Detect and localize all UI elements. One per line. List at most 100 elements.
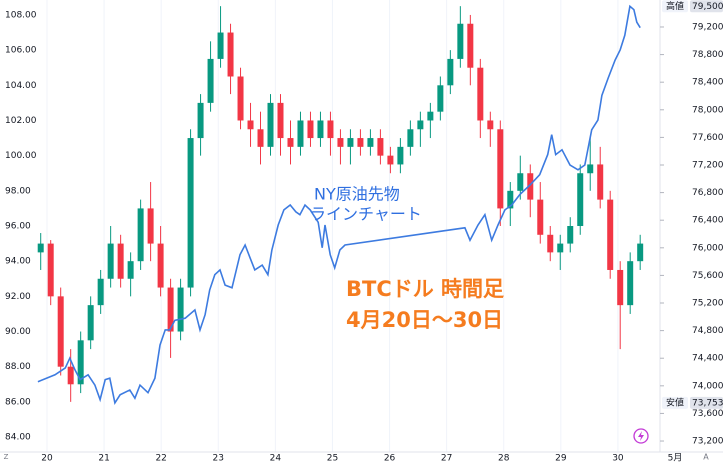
y2-tick-label: 73,200 (692, 437, 723, 447)
annotation: BTCドル 時間足 (346, 277, 504, 301)
y2-tick-label: 74,400 (692, 354, 723, 364)
candle-body (547, 234, 554, 253)
y-tick-label: 92.00 (5, 292, 31, 302)
y2-tick-label: 78,800 (692, 50, 723, 60)
candle-body (237, 76, 244, 121)
candle-body (317, 120, 324, 139)
candle-body (97, 278, 104, 306)
y2-tick-label: 75,200 (692, 299, 723, 309)
candle-body (287, 138, 294, 147)
candle-body (607, 199, 614, 270)
candle-body (497, 129, 504, 209)
candle-body (347, 138, 354, 147)
x-tick-label: 22 (155, 454, 166, 464)
candle-body (117, 243, 124, 279)
candle-body (417, 120, 424, 130)
candle-body (577, 173, 584, 226)
y2-tick-label: 77,200 (692, 160, 723, 170)
candle-body (67, 366, 74, 385)
candle-body (437, 85, 444, 112)
candle-body (377, 138, 384, 156)
y2-tick-label: 76,000 (692, 243, 723, 253)
y2-tick-label: 76,800 (692, 188, 723, 198)
candle-body (77, 340, 84, 385)
axis-button[interactable]: Z (4, 453, 9, 461)
x-tick-label: 5月 (668, 453, 683, 464)
candle-body (397, 146, 404, 165)
axes: 84.00 86.00 88.00 90.00 92.00 94.00 96.00 98.00… (5, 0, 723, 464)
candle-body (57, 296, 64, 367)
candle-body (217, 32, 224, 59)
candle-body (457, 23, 464, 59)
candle-body (207, 58, 214, 103)
y2-tick-label: 73,600 (692, 409, 723, 419)
candle-body (387, 155, 394, 165)
badge-value: 73,753 (692, 398, 723, 408)
y-tick-label: 88.00 (5, 362, 31, 372)
candle-body (637, 243, 644, 262)
y-tick-label: 108.00 (5, 10, 37, 20)
candle-body (137, 208, 144, 262)
candle-body (87, 305, 94, 341)
x-tick-label: 20 (41, 454, 53, 464)
candle-body (507, 190, 514, 209)
x-axis-panel (0, 452, 723, 464)
candle-body (307, 120, 314, 139)
candle-body (477, 67, 484, 121)
badge-label: 高値 (666, 0, 684, 12)
y-tick-label: 106.00 (5, 46, 37, 56)
candle-body (107, 243, 114, 279)
candle-body (427, 111, 434, 121)
candle-body (177, 287, 184, 332)
y2-tick-label: 77,600 (692, 133, 723, 143)
candle-body (157, 243, 164, 288)
candle-body (357, 138, 364, 147)
y-tick-label: 104.00 (5, 81, 37, 91)
x-tick-label: 29 (555, 454, 567, 464)
candle-body (147, 208, 154, 244)
candle-body (587, 164, 594, 174)
plot (37, 4, 644, 405)
x-tick-label: 30 (612, 454, 624, 464)
candle-body (597, 164, 604, 200)
annotation: ラインチャート (310, 205, 422, 224)
candle-body (527, 173, 534, 200)
candle-body (627, 261, 634, 306)
annotation: NY原油先物 (314, 185, 400, 204)
y-tick-label: 100.00 (5, 151, 37, 161)
candle-body (407, 129, 414, 147)
y-tick-label: 94.00 (5, 257, 31, 267)
y2-tick-label: 78,000 (692, 105, 723, 115)
candle-body (447, 58, 454, 86)
candle-body (227, 32, 234, 77)
candle-body (327, 120, 334, 139)
x-tick-label: 23 (213, 454, 224, 464)
x-tick-label: 24 (270, 454, 282, 464)
candle-body (467, 23, 474, 68)
badge-bg (662, 0, 688, 13)
x-tick-label: 27 (441, 454, 452, 464)
candle-body (297, 120, 304, 147)
candle-body (337, 138, 344, 147)
annotation: 4月20日～30日 (346, 308, 503, 332)
candle-body (557, 243, 564, 253)
candle-body (257, 129, 264, 147)
candle-body (517, 173, 524, 191)
axis-button[interactable]: A (703, 453, 709, 462)
badge-value-bg (690, 396, 723, 409)
x-tick-label: 21 (98, 454, 109, 464)
candle-body (247, 120, 254, 130)
badge-value: 79,500 (692, 2, 723, 12)
candle-body (277, 102, 284, 139)
candle-body (167, 287, 174, 332)
candle-body (267, 102, 274, 147)
badge-label: 安値 (666, 396, 684, 408)
y-tick-label: 98.00 (5, 186, 31, 196)
grid (46, 0, 619, 452)
candle-body (47, 243, 54, 297)
y2-tick-label: 74,800 (692, 326, 723, 336)
badge-bg (662, 396, 688, 409)
candle-body (37, 243, 44, 253)
x-tick-label: 28 (498, 454, 510, 464)
x-tick-label: 26 (384, 454, 396, 464)
